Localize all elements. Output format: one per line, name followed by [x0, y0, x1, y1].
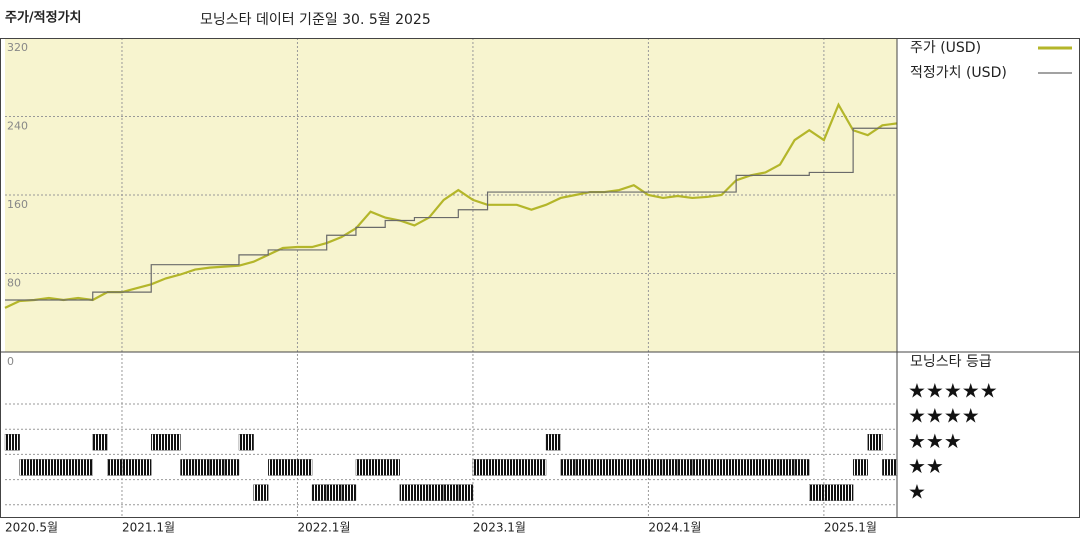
- rating-bar: [165, 434, 181, 451]
- rating-bar: [677, 459, 693, 476]
- rating-bar: [706, 459, 722, 476]
- rating-bar: [63, 459, 79, 476]
- rating-bar: [443, 484, 459, 501]
- legend-label: 적정가치 (USD): [910, 65, 1007, 81]
- rating-bar: [341, 484, 357, 501]
- rating-bar: [692, 459, 708, 476]
- rating-bar: [151, 434, 167, 451]
- y-tick-label: 80: [7, 277, 21, 290]
- rating-bar: [107, 459, 123, 476]
- rating-bar: [311, 484, 327, 501]
- rating-bar: [721, 459, 737, 476]
- rating-level-label: ★: [908, 479, 926, 503]
- rating-bar: [136, 459, 152, 476]
- rating-bar: [428, 484, 444, 501]
- rating-bar: [34, 459, 50, 476]
- rating-bar: [238, 434, 254, 451]
- rating-bar: [355, 459, 371, 476]
- chart-title: 주가/적정가치: [5, 10, 82, 26]
- rating-bar: [48, 459, 64, 476]
- rating-bar: [414, 484, 430, 501]
- x-tick-label: 2023.1월: [473, 521, 526, 535]
- rating-bar: [268, 459, 283, 476]
- rating-bar: [458, 484, 474, 501]
- rating-bar: [779, 459, 795, 476]
- rating-bar: [619, 459, 634, 476]
- x-tick-label: 2020.5월: [5, 521, 58, 535]
- rating-bar: [662, 459, 678, 476]
- rating-bar: [487, 459, 503, 476]
- x-tick-label: 2024.1월: [648, 521, 701, 535]
- rating-bar: [194, 459, 210, 476]
- rating-bar: [575, 459, 591, 476]
- rating-bar: [282, 459, 298, 476]
- series-line: [5, 127, 897, 301]
- rating-bar: [297, 459, 313, 476]
- rating-bar: [385, 459, 400, 476]
- rating-bar: [882, 459, 898, 476]
- rating-bar: [370, 459, 386, 476]
- x-tick-label: 2025.1월: [824, 521, 877, 535]
- y-tick-label: 240: [7, 120, 28, 133]
- rating-bar: [648, 459, 664, 476]
- rating-bar: [633, 459, 649, 476]
- rating-bar: [589, 459, 605, 476]
- rating-bar: [735, 459, 751, 476]
- rating-title: 모닝스타 등급: [910, 354, 992, 370]
- rating-bar: [531, 459, 547, 476]
- rating-bar: [472, 459, 488, 476]
- rating-bar: [604, 459, 620, 476]
- x-tick-label: 2021.1월: [122, 521, 175, 535]
- rating-bar: [224, 459, 240, 476]
- rating-bar: [765, 459, 781, 476]
- rating-level-label: ★★: [908, 454, 944, 478]
- rating-level-label: ★★★: [908, 429, 962, 453]
- rating-bar: [19, 459, 35, 476]
- y-tick-label: 160: [7, 198, 28, 211]
- rating-bar: [794, 459, 810, 476]
- rating-bar: [516, 459, 532, 476]
- rating-bar: [92, 434, 108, 451]
- legend-label: 주가 (USD): [910, 40, 981, 56]
- x-tick-label: 2022.1월: [297, 521, 350, 535]
- rating-bar: [852, 459, 868, 476]
- rating-bar: [838, 484, 854, 501]
- rating-bar: [560, 459, 576, 476]
- rating-bar: [121, 459, 137, 476]
- series-line: [4, 102, 898, 309]
- rating-bar: [750, 459, 766, 476]
- rating-bar: [180, 459, 196, 476]
- rating-bar: [823, 484, 839, 501]
- rating-bar: [545, 434, 561, 451]
- rating-bar: [253, 484, 269, 501]
- rating-bar: [326, 484, 342, 501]
- rating-bar: [502, 459, 517, 476]
- rating-bar: [867, 434, 883, 451]
- rating-bar: [209, 459, 225, 476]
- chart-subtitle: 모닝스타 데이터 기준일 30. 5월 2025: [200, 12, 431, 28]
- rating-level-label: ★★★★★: [908, 379, 998, 403]
- y-tick-label: 0: [7, 355, 14, 368]
- rating-level-label: ★★★★: [908, 404, 980, 428]
- rating-bar: [399, 484, 415, 501]
- y-tick-label: 320: [7, 41, 28, 54]
- rating-bar: [4, 434, 20, 451]
- rating-bar: [809, 484, 825, 501]
- rating-bar: [77, 459, 93, 476]
